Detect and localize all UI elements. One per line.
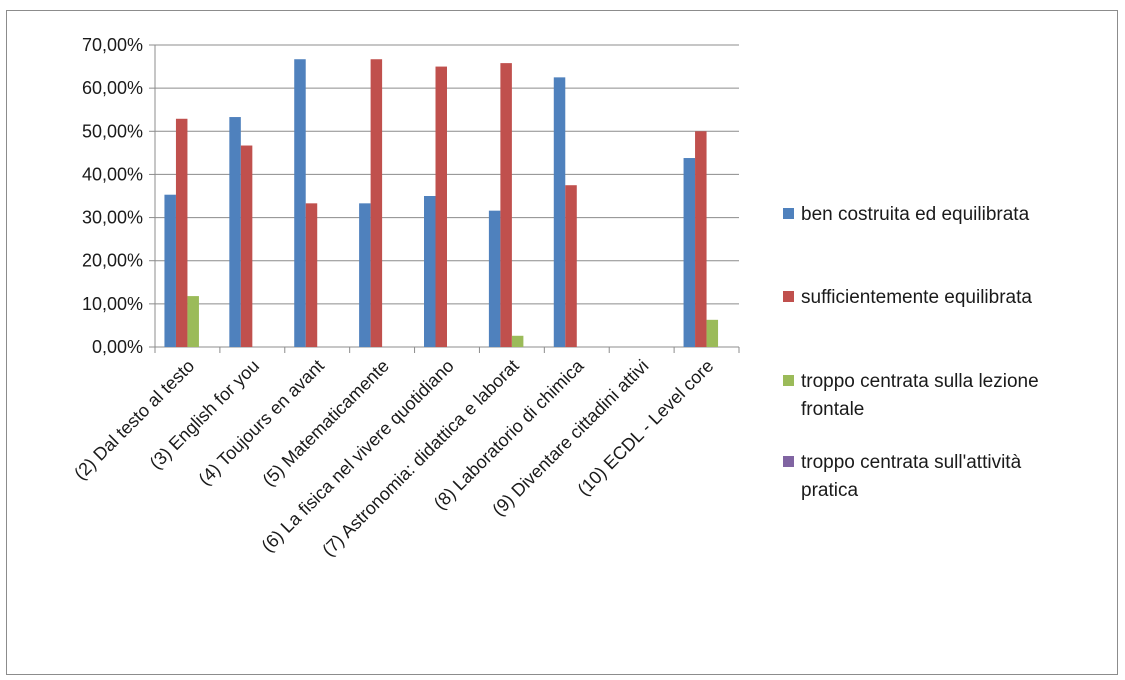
legend-swatch — [783, 291, 794, 302]
chart-frame: 0,00% 10,00% 20,00% 30,00% 40,00% 50,00% 60,00… — [6, 10, 1118, 675]
bar — [553, 77, 566, 347]
y-tick-label: 50,00% — [82, 121, 143, 141]
bar — [187, 296, 199, 347]
legend-swatch — [783, 375, 794, 386]
bar — [424, 196, 436, 347]
y-tick-label: 0,00% — [92, 337, 143, 357]
y-tick-label: 40,00% — [82, 164, 143, 184]
bar — [370, 59, 383, 347]
bar — [359, 203, 371, 347]
x-category-label: (3) English for you — [146, 356, 263, 473]
bar — [240, 145, 253, 347]
legend-label: troppo centrata sulla lezione frontale — [801, 371, 1039, 420]
bar — [488, 210, 501, 347]
bar — [706, 319, 719, 347]
bar — [565, 185, 577, 347]
bar — [511, 335, 524, 347]
y-tick-label: 30,00% — [82, 208, 143, 228]
y-tick-label: 20,00% — [82, 251, 143, 271]
x-category-label: (10) ECDL - Level core — [574, 356, 718, 500]
y-tick-label: 60,00% — [82, 78, 143, 98]
legend-label: ben costruita ed equilibrata — [801, 204, 1030, 225]
legend-swatch — [783, 208, 794, 219]
y-tick-label: 10,00% — [82, 294, 143, 314]
x-category-label: (4) Toujours en avant — [195, 356, 328, 489]
bar — [695, 131, 707, 347]
bar — [175, 118, 188, 347]
legend-label: troppo centrata sull'attività pratica — [801, 452, 1022, 501]
y-tick-label: 70,00% — [82, 35, 143, 55]
bar — [229, 117, 241, 347]
legend-swatch — [783, 456, 794, 467]
bar — [294, 59, 306, 347]
bar — [164, 194, 176, 347]
x-category-label: (5) Matematicamente — [259, 356, 393, 490]
chart-svg: 0,00% 10,00% 20,00% 30,00% 40,00% 50,00% 60,00… — [70, 35, 1039, 560]
x-category-label: (2) Dal testo al testo — [70, 356, 198, 484]
bar — [435, 66, 447, 348]
legend-label: sufficientemente equilibrata — [801, 287, 1032, 308]
bar — [305, 203, 318, 347]
bar — [683, 158, 696, 347]
bar — [500, 63, 512, 348]
